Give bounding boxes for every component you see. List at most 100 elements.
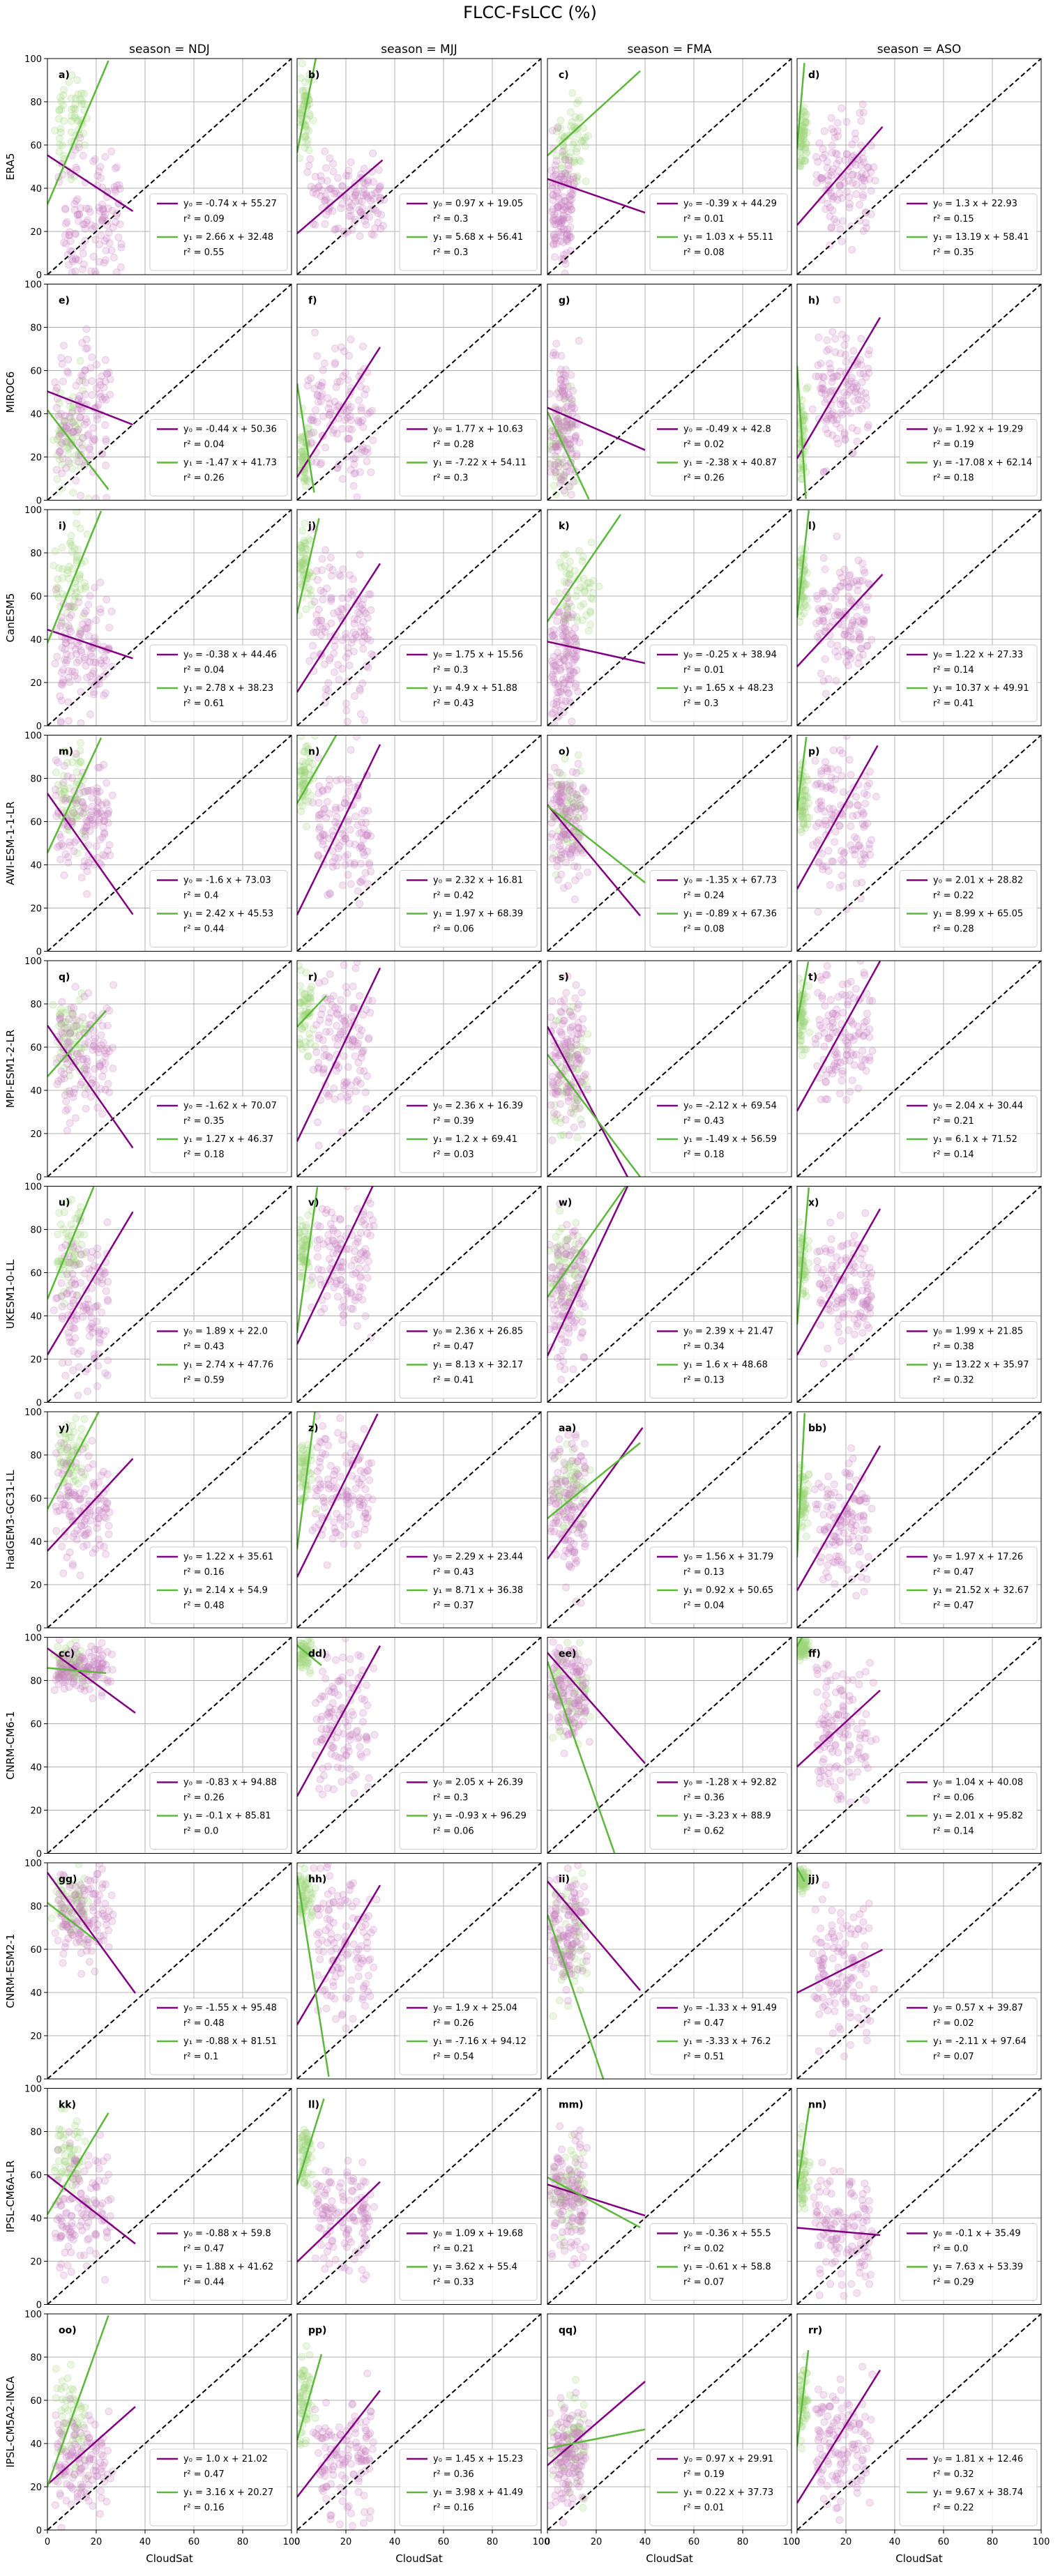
scatter-point-green <box>56 128 65 137</box>
scatter-point-green <box>564 783 573 791</box>
scatter-point-purple <box>828 142 836 150</box>
scatter-point-purple <box>563 237 572 245</box>
scatter-point-green <box>561 418 569 426</box>
scatter-point-green <box>800 609 808 618</box>
scatter-point-purple <box>102 246 110 254</box>
scatter-point-green <box>557 477 566 485</box>
scatter-point-purple <box>557 228 566 236</box>
legend-box <box>899 644 1038 722</box>
scatter-point-purple <box>571 655 580 663</box>
scatter-point-purple <box>837 395 845 404</box>
scatter-point-purple <box>826 881 834 890</box>
scatter-point-purple <box>342 653 350 662</box>
scatter-point-purple <box>824 602 833 611</box>
scatter-point-purple <box>356 685 364 693</box>
scatter-point-purple <box>857 116 865 125</box>
scatter-point-purple <box>847 621 856 630</box>
scatter-point-purple <box>91 634 99 642</box>
scatter-point-purple <box>343 413 351 422</box>
scatter-point-purple <box>557 199 566 207</box>
scatter-point-purple <box>83 867 91 876</box>
scatter-point-purple <box>566 175 574 183</box>
scatter-point-purple <box>366 1199 374 1207</box>
scatter-point-purple <box>552 234 561 242</box>
scatter-point-purple <box>551 630 559 639</box>
scatter-point-green <box>573 802 582 810</box>
scatter-point-purple <box>847 1018 856 1026</box>
scatter-point-purple <box>821 205 830 213</box>
scatter-point-green <box>73 457 81 466</box>
scatter-point-green <box>565 153 573 162</box>
scatter-point-purple <box>321 660 329 669</box>
scatter-point-purple <box>351 1293 360 1302</box>
scatter-point-green <box>79 386 87 395</box>
scatter-point-purple <box>84 624 92 632</box>
scatter-point-purple <box>330 1283 338 1292</box>
scatter-point-purple <box>320 805 328 814</box>
scatter-point-purple <box>57 696 66 705</box>
scatter-point-purple <box>828 1029 837 1037</box>
scatter-point-purple <box>61 639 70 648</box>
panel-frame <box>796 58 1042 275</box>
scatter-point-green <box>803 119 812 127</box>
scatter-point-purple <box>871 176 879 185</box>
scatter-point-green <box>64 450 73 458</box>
scatter-point-green <box>556 124 565 132</box>
scatter-point-purple <box>549 709 557 717</box>
panel-frame <box>47 284 292 501</box>
scatter-point-purple <box>88 816 96 824</box>
panel-frame <box>547 58 792 275</box>
scatter-point-purple <box>566 223 575 231</box>
scatter-point-purple <box>71 267 80 275</box>
scatter-point-green <box>799 821 808 829</box>
scatter-point-purple <box>52 756 60 764</box>
scatter-point-green <box>576 583 584 591</box>
scatter-point-green <box>305 763 313 772</box>
scatter-point-purple <box>358 443 367 451</box>
scatter-point-green <box>802 385 810 393</box>
scatter-point-purple <box>547 673 556 681</box>
scatter-point-purple <box>863 642 871 650</box>
scatter-point-purple <box>558 388 566 396</box>
scatter-point-purple <box>842 578 851 586</box>
scatter-point-purple <box>843 632 851 640</box>
scatter-point-purple <box>823 1095 831 1104</box>
scatter-point-purple <box>313 391 321 399</box>
scatter-point-purple <box>338 181 347 190</box>
scatter-point-green <box>78 441 86 449</box>
scatter-point-purple <box>72 749 80 758</box>
scatter-point-green <box>563 422 572 431</box>
y-tick-label: 40 <box>30 184 42 195</box>
scatter-point-purple <box>354 887 362 895</box>
legend-r2-y0: r² = 0.43 <box>183 1342 225 1352</box>
legend-equation-y0: y₀ = 2.01 x + 28.82 <box>933 876 1023 886</box>
scatter-point-purple <box>63 367 71 376</box>
y-tick-label: 80 <box>30 98 42 108</box>
scatter-point-purple <box>819 468 828 476</box>
scatter-point-purple <box>349 635 357 643</box>
scatter-point-purple <box>565 393 573 402</box>
scatter-point-purple <box>371 189 379 197</box>
row-label-5: UKESM1-0-LL <box>4 1259 17 1329</box>
scatter-point-purple <box>851 620 859 629</box>
scatter-point-purple <box>854 628 863 637</box>
scatter-point-green <box>301 759 310 768</box>
scatter-point-purple <box>860 566 868 574</box>
scatter-point-purple <box>561 1115 570 1124</box>
scatter-point-green <box>551 468 559 477</box>
scatter-point-purple <box>361 1088 370 1097</box>
scatter-point-purple <box>841 172 849 180</box>
scatter-point-green <box>556 460 565 468</box>
scatter-point-purple <box>558 387 566 395</box>
scatter-point-purple <box>359 188 368 197</box>
scatter-point-green <box>67 175 75 183</box>
scatter-point-purple <box>81 833 89 841</box>
scatter-point-purple <box>831 1048 840 1056</box>
scatter-point-purple <box>338 1267 346 1275</box>
scatter-point-purple <box>559 676 567 684</box>
scatter-point-green <box>298 526 307 535</box>
scatter-point-purple <box>93 416 101 424</box>
scatter-point-green <box>50 436 58 444</box>
scatter-point-green <box>797 975 803 983</box>
